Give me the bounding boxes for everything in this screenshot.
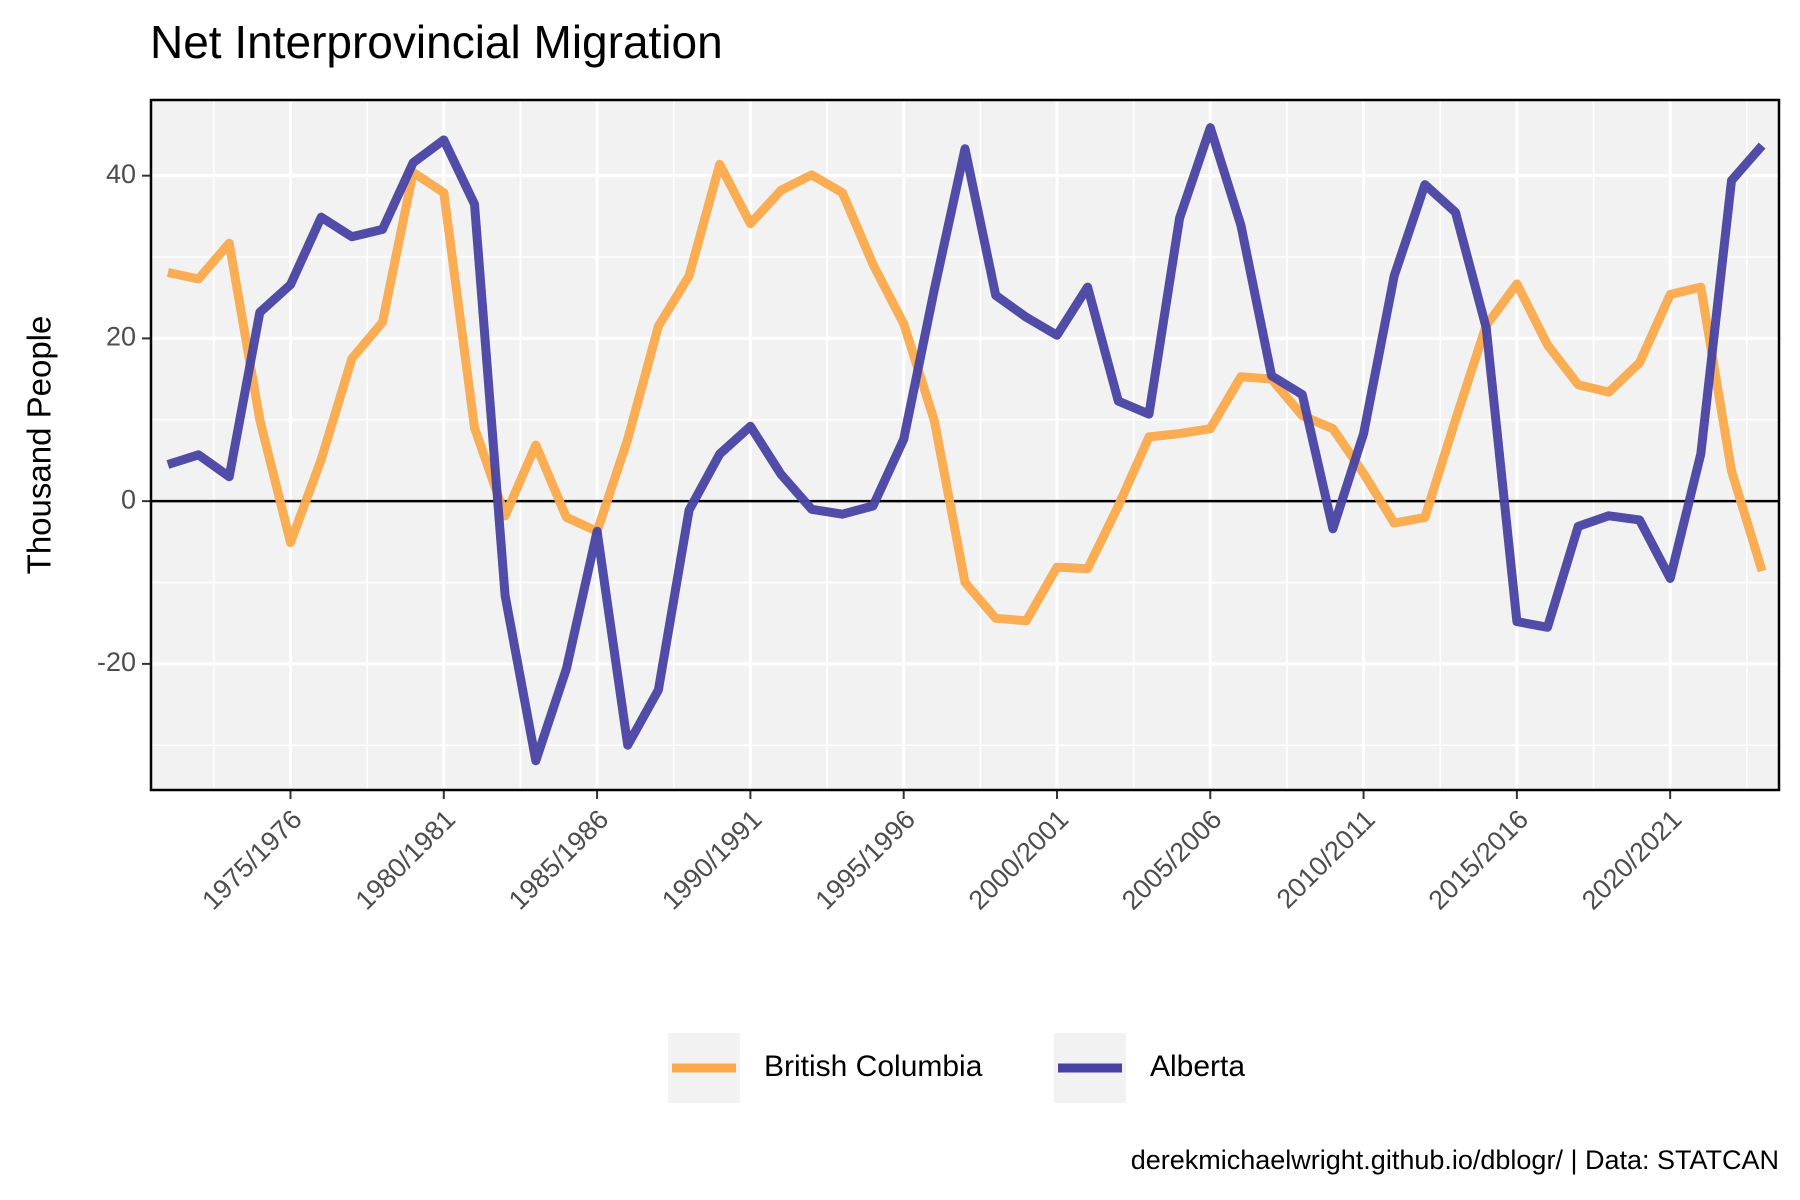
series-line (166, 123, 1766, 766)
legend-label: British Columbia (764, 1050, 983, 1083)
x-tick-label: 2000/2001 (963, 804, 1074, 915)
y-tick-label: 40 (106, 159, 136, 189)
x-tick-label: 1985/1986 (503, 804, 614, 915)
x-tick-label: 1995/1996 (809, 804, 920, 915)
x-tick-label: 1980/1981 (350, 804, 461, 915)
plot-background (151, 100, 1779, 790)
y-tick-label: 0 (121, 484, 136, 514)
x-tick-label: 2015/2016 (1423, 804, 1534, 915)
chart-title: Net Interprovincial Migration (150, 16, 723, 68)
x-tick-label: 2005/2006 (1116, 804, 1227, 915)
x-tick-label: 1990/1991 (656, 804, 767, 915)
plot-border (149, 98, 1781, 792)
x-tick-label: 2010/2011 (1271, 804, 1381, 914)
x-tick-label: 2020/2021 (1576, 804, 1687, 915)
y-tick-label: -20 (97, 647, 136, 677)
x-tick-label: 1975/1976 (196, 804, 307, 915)
y-axis-label: Thousand People (21, 316, 58, 575)
series-line (166, 159, 1767, 626)
caption: derekmichaelwright.github.io/dblogr/ | D… (1131, 1145, 1779, 1175)
legend-label: Alberta (1150, 1050, 1245, 1083)
y-tick-label: 20 (106, 322, 136, 352)
